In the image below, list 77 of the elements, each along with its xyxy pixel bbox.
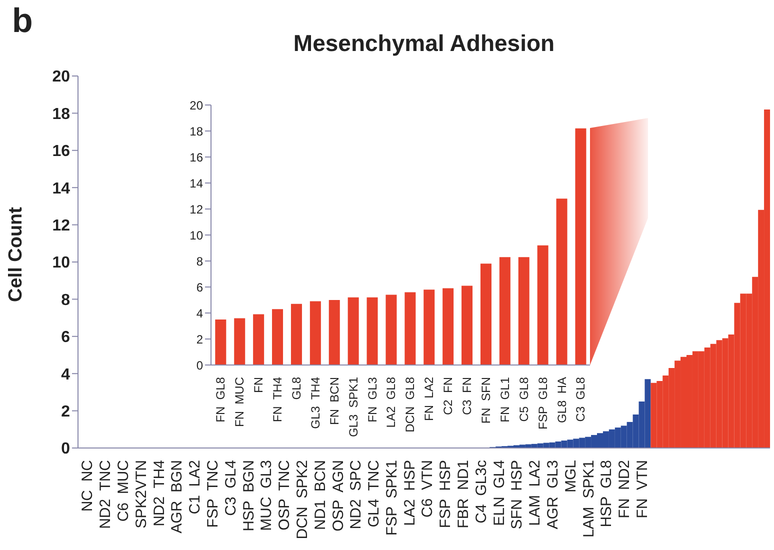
y-tick-label: 20 — [52, 68, 70, 86]
y-tick-label: 16 — [52, 143, 70, 160]
x-tick-label: C5 GL8 — [516, 376, 531, 422]
y-tick-label: 18 — [190, 124, 204, 138]
x-tick-label: GL3 TH4 — [308, 376, 322, 429]
x-tick-label: FN GL1 — [498, 376, 512, 422]
y-tick-label: 6 — [196, 280, 204, 294]
y-tick-label: 14 — [52, 180, 70, 198]
y-tick-label: 12 — [52, 217, 70, 234]
x-tick-label: DCN GL8 — [403, 376, 418, 432]
x-tick-label: NC NC — [79, 460, 96, 512]
x-tick-label: GL8 — [289, 376, 304, 400]
x-tick-label: OSP AGN — [330, 460, 347, 532]
x-tick-label: FSP SPK1 — [383, 460, 400, 536]
x-tick-label: ND1 BCN — [312, 460, 329, 530]
y-tick-label: 0 — [61, 440, 70, 458]
x-tick-label: FBR ND1 — [455, 460, 472, 528]
y-tick-label: 20 — [190, 98, 204, 112]
x-tick-label: OSP TNC — [276, 460, 294, 530]
x-tick-label: FN BCN — [327, 377, 342, 425]
x-tick-label: C6 VTN — [419, 460, 436, 518]
x-tick-label: AGR GL3 — [544, 460, 562, 530]
x-tick-label: FN — [252, 377, 266, 393]
x-tick-label: FSP HSP — [437, 460, 454, 528]
x-tick-label: FN GL8 — [214, 376, 228, 422]
y-tick-label: 16 — [190, 150, 204, 164]
x-tick-label: SPK2VTN — [132, 460, 150, 528]
x-tick-label: ELN GL4 — [490, 460, 508, 526]
x-tick-label: FN SFN — [478, 377, 493, 424]
y-tick-label: 8 — [61, 292, 70, 309]
y-tick-label: 2 — [196, 332, 204, 346]
y-tick-label: 6 — [61, 329, 70, 346]
x-tick-label: C6 MUC — [114, 460, 132, 522]
x-tick-label: GL4 TNC — [366, 460, 383, 528]
x-tick-label: SFN HSP — [508, 460, 526, 530]
y-tick-label: 12 — [190, 202, 204, 216]
x-tick-label: LA2 GL8 — [384, 376, 398, 428]
x-tick-label: ND2 TH4 — [150, 460, 168, 526]
x-tick-label: MGL — [562, 460, 580, 493]
x-tick-label: FSP TNC — [204, 460, 222, 528]
x-tick-label: LAM SPK1 — [580, 460, 598, 538]
x-tick-label: MUC GL3 — [258, 460, 276, 531]
x-tick-label: FN LA2 — [422, 376, 436, 422]
x-tick-label: AGR BGN — [168, 460, 186, 534]
x-tick-label: C3 GL4 — [222, 460, 240, 516]
x-tick-label: HSP BGN — [240, 460, 258, 532]
x-tick-label: LAM LA2 — [526, 460, 544, 526]
x-tick-label: C4 GL3c — [472, 460, 490, 524]
y-tick-label: 4 — [61, 366, 70, 384]
chart-title: Mesenchymal Adhesion — [292, 30, 556, 57]
y-tick-label: 10 — [52, 254, 70, 272]
y-axis-title: Cell Count — [6, 206, 27, 302]
y-tick-label: 8 — [196, 254, 204, 268]
x-tick-label: GL3 SPK1 — [346, 376, 360, 438]
x-tick-label: ND2 SPC — [348, 460, 365, 530]
x-tick-label: FN TH4 — [270, 376, 285, 422]
x-tick-label: FN VTN — [634, 460, 651, 518]
y-tick-label: 0 — [196, 358, 204, 372]
y-tick-label: 10 — [190, 228, 204, 242]
x-tick-label: C2 FN — [441, 377, 456, 416]
x-tick-label: DCN SPK2 — [294, 460, 311, 540]
y-tick-label: 4 — [196, 306, 204, 320]
y-tick-label: 14 — [190, 176, 204, 190]
y-tick-label: 2 — [61, 403, 70, 420]
x-tick-label: GL8 HA — [554, 377, 569, 424]
x-tick-label: C3 GL8 — [574, 376, 588, 422]
x-tick-label: HSP GL8 — [598, 460, 616, 528]
x-tick-label: LA2 HSP — [401, 460, 418, 526]
x-tick-label: C3 FN — [460, 377, 474, 416]
y-tick-label: 18 — [52, 106, 70, 123]
x-tick-label: C1 LA2 — [186, 460, 204, 514]
x-tick-label: FN GL3 — [365, 376, 380, 422]
x-tick-label: ND2 TNC — [97, 460, 114, 529]
x-tick-label: FN ND2 — [616, 460, 634, 518]
x-tick-label: FSP GL8 — [536, 376, 550, 430]
text: b — [12, 2, 33, 41]
x-tick-label: FN MUC — [232, 376, 247, 427]
